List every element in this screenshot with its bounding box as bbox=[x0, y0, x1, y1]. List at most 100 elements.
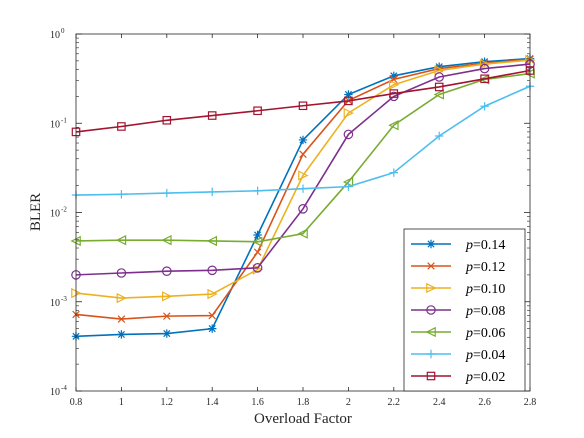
y-tick-exponent: -3 bbox=[61, 295, 67, 303]
series-p-0-10 bbox=[71, 54, 536, 304]
legend: p=0.14 p=0.12 p=0.10 p=0.08 p=0.06 p=0.04 p=0.… bbox=[403, 228, 526, 392]
point-marker bbox=[389, 71, 398, 81]
point-marker bbox=[252, 263, 263, 273]
point-marker bbox=[297, 228, 308, 239]
y-tick-label: 10 bbox=[50, 30, 60, 41]
point-marker bbox=[389, 79, 400, 90]
point-marker bbox=[208, 324, 217, 333]
point-marker bbox=[434, 72, 444, 82]
point-marker bbox=[207, 111, 217, 120]
point-marker bbox=[299, 150, 307, 158]
x-tick-label: 2 bbox=[346, 397, 351, 408]
point-marker bbox=[298, 101, 308, 111]
point-marker bbox=[253, 248, 262, 256]
point-marker bbox=[426, 305, 436, 315]
y-tick-exponent: 0 bbox=[61, 27, 65, 35]
legend-entry: p=0.04 bbox=[411, 348, 505, 363]
series-line bbox=[75, 63, 531, 276]
x-axis-label: Overload Factor bbox=[254, 411, 352, 427]
point-marker bbox=[253, 186, 262, 196]
point-marker bbox=[426, 239, 436, 249]
legend-label: p=0.12 bbox=[465, 260, 505, 275]
y-tick-exponent: -1 bbox=[61, 116, 67, 124]
y-tick-exponent: -2 bbox=[61, 206, 67, 214]
point-marker bbox=[162, 115, 172, 125]
point-marker bbox=[252, 236, 263, 247]
series-line bbox=[75, 69, 531, 133]
point-marker bbox=[117, 315, 126, 323]
point-marker bbox=[298, 184, 308, 193]
point-marker bbox=[207, 288, 218, 300]
y-tick-exponent: -4 bbox=[61, 384, 67, 392]
point-marker bbox=[161, 234, 172, 246]
point-marker bbox=[427, 262, 435, 270]
point-marker bbox=[434, 82, 444, 92]
point-marker bbox=[206, 235, 217, 247]
point-marker bbox=[426, 371, 436, 381]
x-tick-label: 2.6 bbox=[478, 397, 491, 408]
legend-label: p=0.02 bbox=[465, 370, 505, 385]
point-marker bbox=[479, 63, 490, 74]
legend-label: p=0.04 bbox=[465, 348, 505, 363]
ticks: 0.8 1 1.2 1.4 1.6 1.8 2 2.2 2.4 2.6 2.810 -410 -310-… bbox=[50, 27, 536, 408]
legend-label: p=0.14 bbox=[465, 238, 505, 253]
point-marker bbox=[298, 135, 308, 145]
point-marker bbox=[162, 188, 171, 198]
point-marker bbox=[343, 129, 354, 140]
point-marker bbox=[389, 89, 399, 98]
plot-frame bbox=[75, 33, 531, 392]
point-marker bbox=[162, 266, 172, 276]
x-tick-label: 1 bbox=[119, 397, 124, 408]
legend-label: p=0.06 bbox=[465, 326, 505, 341]
y-tick-label: 10 bbox=[50, 387, 60, 398]
point-marker bbox=[162, 291, 173, 302]
series-p-0-08 bbox=[71, 59, 535, 280]
point-marker bbox=[426, 349, 436, 359]
point-marker bbox=[208, 311, 216, 320]
y-tick-label: 10 bbox=[50, 298, 60, 309]
point-marker bbox=[480, 102, 489, 111]
point-marker bbox=[162, 329, 171, 338]
point-marker bbox=[344, 96, 353, 106]
x-tick-label: 0.8 bbox=[70, 397, 83, 408]
series-p-0-02 bbox=[71, 66, 535, 137]
point-marker bbox=[433, 89, 444, 100]
legend-label: p=0.10 bbox=[465, 282, 505, 297]
point-marker bbox=[479, 58, 491, 70]
x-tick-label: 1.4 bbox=[206, 397, 219, 408]
series-line bbox=[75, 72, 531, 243]
x-tick-label: 1.6 bbox=[251, 397, 264, 408]
point-marker bbox=[435, 62, 444, 71]
series-p-0-06 bbox=[70, 68, 535, 247]
legend-entry: p=0.14 bbox=[411, 238, 505, 253]
legend-label: p=0.08 bbox=[465, 304, 505, 319]
y-tick-label: 10 bbox=[50, 209, 60, 220]
point-marker bbox=[208, 187, 217, 197]
x-tick-label: 2.2 bbox=[388, 397, 401, 408]
point-marker bbox=[344, 90, 353, 99]
point-marker bbox=[343, 107, 354, 119]
legend-entry: p=0.12 bbox=[411, 260, 505, 275]
point-marker bbox=[298, 204, 308, 214]
point-marker bbox=[426, 282, 437, 294]
series-layer bbox=[70, 54, 536, 341]
point-marker bbox=[389, 168, 398, 177]
x-tick-label: 1.8 bbox=[297, 397, 310, 408]
point-marker bbox=[116, 292, 127, 304]
x-tick-label: 2.4 bbox=[433, 397, 446, 408]
point-marker bbox=[116, 268, 127, 278]
legend-entry: p=0.08 bbox=[411, 304, 505, 319]
point-marker bbox=[298, 170, 309, 181]
point-marker bbox=[253, 106, 262, 116]
point-marker bbox=[117, 190, 126, 199]
series-line bbox=[75, 59, 531, 299]
point-marker bbox=[115, 234, 127, 246]
point-marker bbox=[163, 312, 171, 320]
legend-entry: p=0.10 bbox=[411, 282, 505, 297]
point-marker bbox=[344, 182, 353, 191]
x-tick-label: 2.8 bbox=[524, 397, 537, 408]
point-marker bbox=[435, 131, 444, 141]
legend-entry: p=0.02 bbox=[411, 370, 505, 385]
point-marker bbox=[388, 120, 399, 131]
